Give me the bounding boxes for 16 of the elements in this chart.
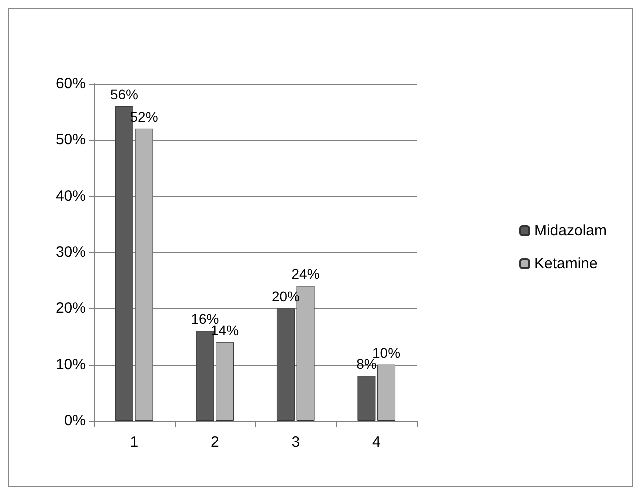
y-tick-label: 60% [56,76,86,92]
y-tick-label: 10% [56,356,86,374]
y-tick-label: 40% [56,188,86,205]
legend-label: Midazolam [534,222,608,240]
y-tick-label: 0% [64,412,86,430]
data-label: 56% [110,86,138,102]
data-label: 10% [372,344,401,361]
y-tick-label: 30% [56,244,86,261]
x-tick-label: 1 [130,434,139,451]
y-tick-label: 20% [56,300,86,318]
x-tick-label: 4 [372,434,381,451]
data-label: 24% [292,266,320,282]
legend-label: Ketamine [534,256,598,272]
x-tick-label: 3 [292,434,300,451]
x-tick-label: 2 [210,434,220,451]
y-tick-label: 50% [56,132,86,149]
